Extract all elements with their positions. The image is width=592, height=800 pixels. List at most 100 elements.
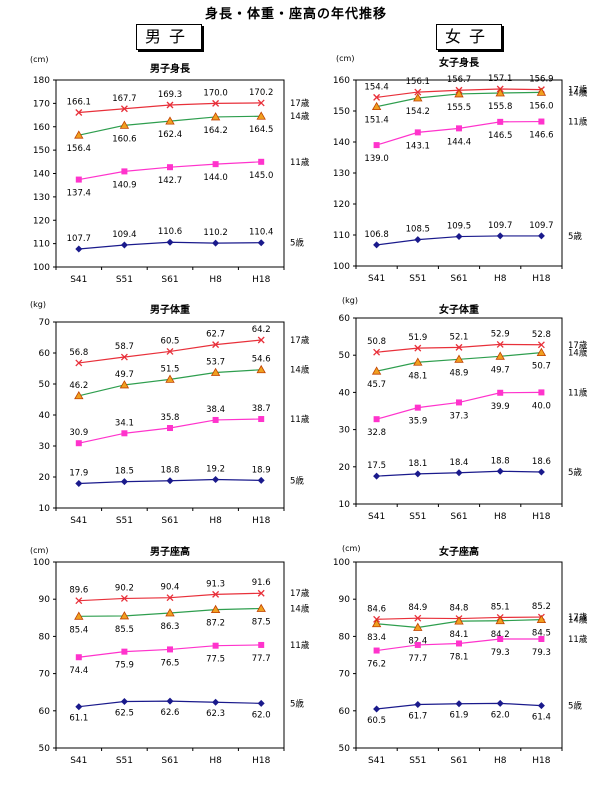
data-point [413,622,423,631]
data-point [166,477,174,485]
data-point [75,654,82,661]
data-label: 108.5 [406,225,430,235]
y-tick-label: 60 [39,349,51,359]
data-point [536,87,547,96]
x-tick-label: S61 [161,756,178,766]
data-point [495,351,505,360]
data-label: 62.0 [491,710,510,720]
series-14歳: 46.2 49.7 51.5 53.7 54.6 14歳 [69,355,310,400]
chart-title: 女子体重 [439,303,479,316]
data-point [74,390,84,400]
y-tick-label: 100 [333,558,350,568]
data-label: 84.1 [450,630,469,640]
data-point [257,589,265,597]
data-label: 74.4 [69,666,88,676]
series-17歳: 84.6 84.9 84.8 85.1 85.2 17歳 [367,602,588,623]
data-point [165,374,175,383]
series-name-label: 11歳 [290,157,310,168]
x-tick-label: H8 [494,512,507,522]
y-tick-label: 60 [39,707,51,717]
data-point [166,347,174,355]
data-point [373,416,380,423]
data-label: 166.1 [67,97,91,107]
data-point [371,101,382,111]
data-label: 52.9 [491,329,510,339]
series-5歳: 107.7 109.4 110.6 110.2 110.4 5歳 [67,227,304,253]
data-label: 84.2 [491,630,510,640]
data-label: 40.0 [532,401,551,411]
data-label: 87.5 [252,618,271,628]
data-label: 160.6 [112,134,136,144]
data-label: 35.9 [408,417,427,427]
y-tick-label: 140 [33,170,50,180]
data-point [414,470,422,478]
y-tick-label: 50 [339,351,351,361]
x-tick-label: S61 [450,756,467,766]
data-point [414,641,421,648]
data-point [497,636,504,643]
data-label: 18.4 [450,458,469,468]
data-point [165,608,175,617]
data-label: 60.5 [161,336,180,346]
y-tick-label: 130 [333,169,350,179]
data-point [74,611,84,620]
data-point [75,176,82,183]
data-label: 110.2 [203,228,227,238]
series-5歳: 60.5 61.7 61.9 62.0 61.4 5歳 [367,699,582,726]
data-label: 167.7 [112,94,136,104]
y-unit-label: (cm) [30,546,48,555]
y-tick-label: 60 [339,707,351,717]
y-tick-label: 90 [39,595,51,605]
data-label: 51.9 [408,333,427,343]
data-point [120,478,128,486]
x-tick-label: S61 [450,274,467,284]
data-label: 37.3 [450,411,469,421]
data-label: 77.7 [408,654,427,664]
data-point [414,614,422,622]
data-label: 48.1 [408,371,427,381]
plot-frame [55,561,285,749]
data-point [166,238,174,246]
series-17歳: 154.4 156.1 156.7 157.1 156.9 17歳 [364,74,588,101]
series-name-label: 14歳 [568,87,588,98]
data-label: 156.0 [529,101,553,111]
data-point [538,636,545,643]
data-point [212,416,219,423]
data-label: 156.4 [67,144,91,154]
data-label: 87.2 [206,619,225,629]
data-label: 85.5 [115,625,134,635]
series-name-label: 11歳 [290,414,310,425]
data-point [121,430,128,437]
x-tick-label: S51 [116,516,133,526]
series-14歳: 45.7 48.1 48.9 49.7 50.7 14歳 [367,348,588,391]
data-label: 90.4 [161,583,180,593]
data-label: 18.1 [408,459,427,469]
data-label: 169.3 [158,90,182,100]
data-point [256,364,266,374]
x-tick-label: S51 [409,274,426,284]
data-label: 90.2 [115,583,134,593]
data-point [455,233,463,241]
data-label: 85.4 [69,625,88,635]
series-name-label: 5歳 [568,701,582,712]
data-point [75,703,83,711]
data-point [256,603,266,612]
data-label: 89.6 [69,586,88,596]
data-point [75,480,83,488]
data-label: 85.1 [491,602,510,612]
data-point [414,129,421,136]
x-tick-label: H8 [209,275,222,285]
data-label: 142.7 [158,176,182,186]
data-label: 154.4 [364,82,388,92]
data-point [120,105,128,113]
data-point [212,341,220,349]
data-point [414,88,422,96]
data-point [537,702,545,710]
data-label: 18.8 [491,456,510,466]
plot-frame [355,317,563,505]
series-11歳: 137.4 140.9 142.7 144.0 145.0 11歳 [67,157,310,199]
data-point [258,416,265,423]
data-label: 49.7 [491,365,510,375]
data-label: 45.7 [367,380,386,390]
chart-title: 男子座高 [150,545,190,558]
